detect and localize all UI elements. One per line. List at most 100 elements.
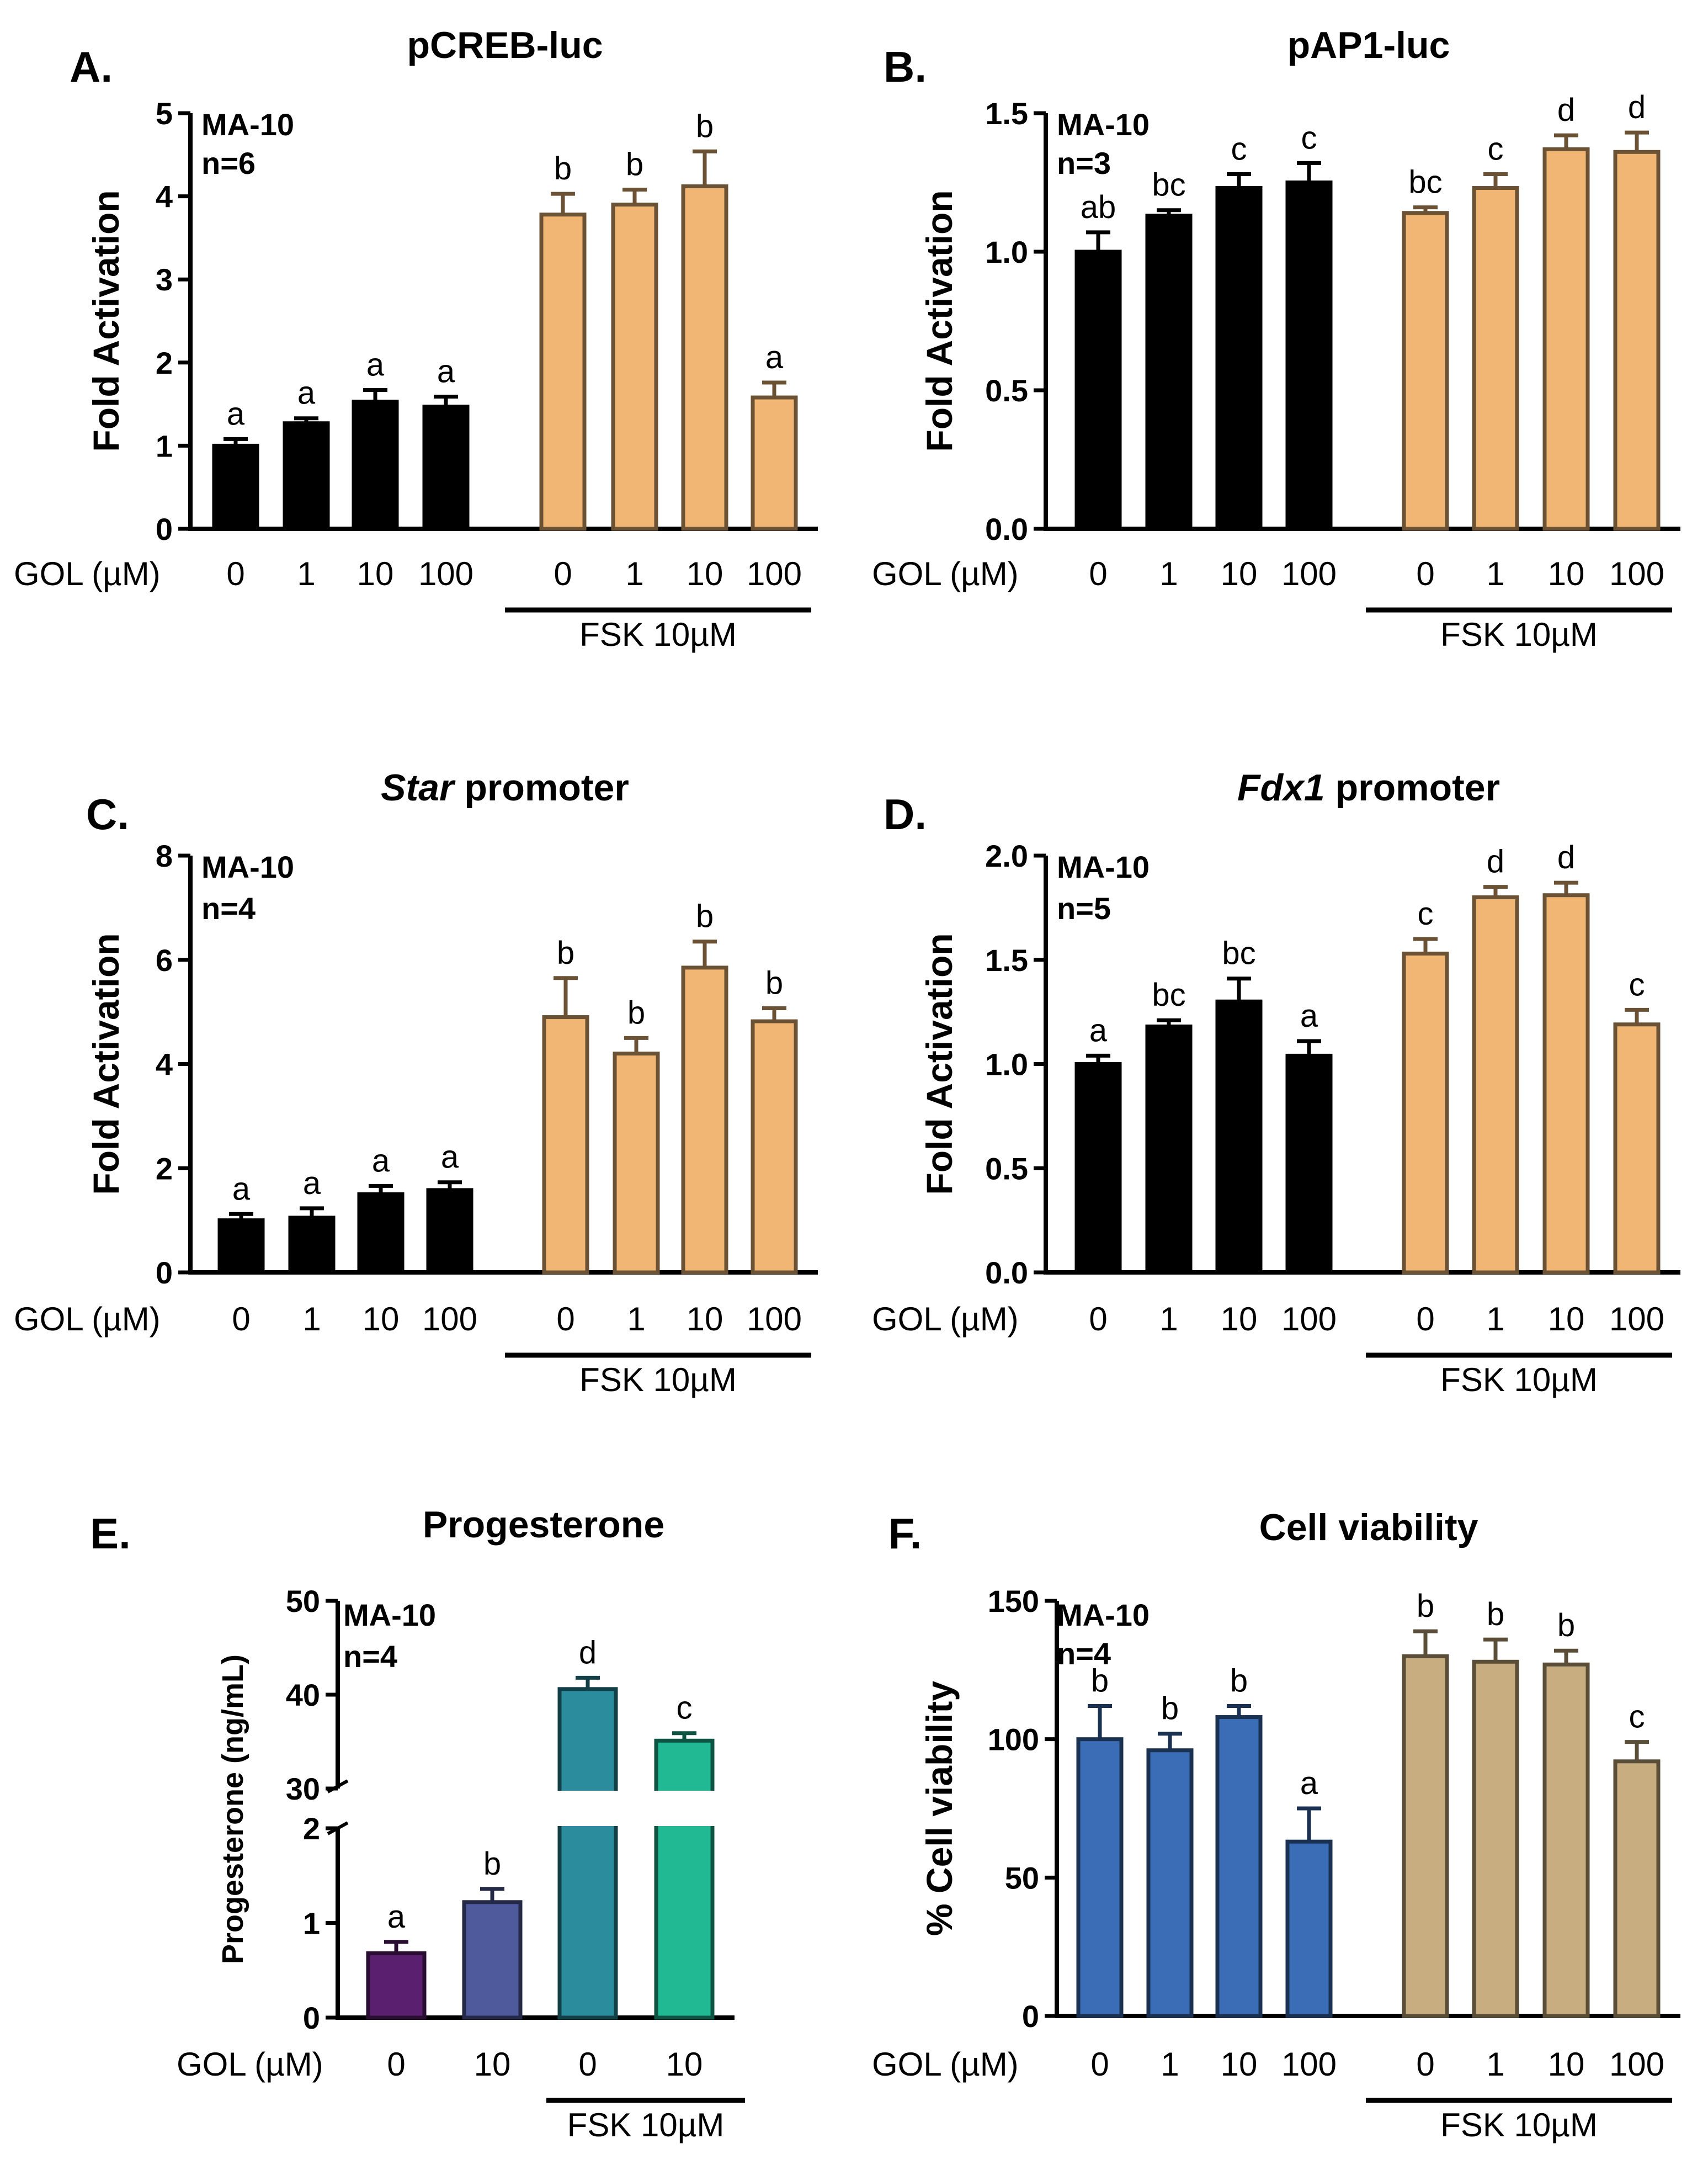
x-tick-label: 0 xyxy=(226,555,244,592)
bar xyxy=(1285,181,1333,531)
x-tick-label: 100 xyxy=(747,1301,802,1338)
x-tick-label: 10 xyxy=(1548,1301,1585,1338)
bar xyxy=(1542,893,1590,1275)
x-tick-label: 10 xyxy=(687,1301,723,1338)
bar xyxy=(1542,1662,1590,2018)
axis-break-gap xyxy=(349,1791,752,1826)
chart-panel-5: E. Progesterone Progesterone (ng/mL) 0 1 2 30 4… xyxy=(90,1504,752,2143)
significance-letter: a xyxy=(232,1171,251,1207)
significance-letter: b xyxy=(1417,1588,1434,1624)
bar xyxy=(751,395,798,531)
bar xyxy=(283,421,330,531)
x-tick-label: 1 xyxy=(625,555,643,592)
significance-letter: a xyxy=(1089,1012,1108,1048)
chart-title-italic: Star xyxy=(381,767,456,809)
bar xyxy=(352,400,399,531)
significance-letter: c xyxy=(1629,967,1645,1002)
bar xyxy=(426,1188,473,1275)
cell-line-label: MA-10 xyxy=(343,1598,436,1632)
significance-letter: b xyxy=(765,965,783,1001)
y-axis-label: % Cell viability xyxy=(919,1681,960,1936)
bar xyxy=(1215,186,1263,531)
x-axis-label: GOL (µM) xyxy=(872,2046,1019,2083)
bar xyxy=(357,1192,405,1275)
group-label: FSK 10µM xyxy=(579,616,737,653)
significance-letter: a xyxy=(227,396,245,432)
x-axis-label: GOL (µM) xyxy=(14,1301,161,1338)
panel-letter: E. xyxy=(90,1509,131,1558)
y-tick-label: 30 xyxy=(286,1771,320,1806)
significance-letter: a xyxy=(437,354,455,390)
significance-letter: bc xyxy=(1408,165,1442,200)
y-tick-label: 1.0 xyxy=(985,1047,1028,1082)
x-tick-label: 10 xyxy=(1221,555,1258,592)
bar xyxy=(1076,1737,1124,2018)
x-tick-label: 10 xyxy=(1221,1301,1258,1338)
y-tick-label: 0 xyxy=(156,1255,173,1290)
significance-letter: b xyxy=(483,1846,501,1882)
x-tick-label: 10 xyxy=(357,555,394,592)
y-tick-label: 0.0 xyxy=(985,512,1028,546)
y-axis-label: Fold Activation xyxy=(919,190,960,452)
bar xyxy=(1613,150,1661,531)
x-tick-label: 100 xyxy=(1609,1301,1664,1338)
bar xyxy=(366,1951,427,2020)
y-tick-label: 50 xyxy=(286,1584,320,1619)
significance-letter: b xyxy=(696,108,714,144)
y-tick-label: 3 xyxy=(156,262,173,297)
chart-title: Progesterone xyxy=(423,1504,664,1546)
y-tick-label: 0.5 xyxy=(985,1151,1028,1186)
x-tick-label: 100 xyxy=(418,555,473,592)
x-tick-label: 10 xyxy=(363,1301,400,1338)
significance-letter: d xyxy=(1628,89,1646,125)
chart-title-rest: promoter xyxy=(1325,767,1500,809)
y-tick-label: 0 xyxy=(156,512,173,546)
significance-letter: bc xyxy=(1152,167,1185,203)
bar xyxy=(1146,1748,1194,2018)
bar xyxy=(1285,1839,1333,2018)
x-axis-label: GOL (µM) xyxy=(14,555,161,592)
bar xyxy=(1472,895,1519,1275)
sample-size-label: n=5 xyxy=(1057,891,1111,926)
y-axis-label: Progesterone (ng/mL) xyxy=(216,1654,249,1964)
x-tick-label: 1 xyxy=(1486,1301,1504,1338)
significance-letter: b xyxy=(627,995,645,1031)
x-tick-label: 10 xyxy=(687,555,723,592)
bar xyxy=(1145,1025,1193,1275)
y-tick-label: 1 xyxy=(303,1906,320,1941)
sample-size-label: n=4 xyxy=(1057,1636,1111,1671)
significance-letter: c xyxy=(1629,1699,1645,1735)
x-tick-label: 10 xyxy=(474,2046,511,2083)
bar xyxy=(462,1900,523,2020)
y-tick-label: 1 xyxy=(156,428,173,463)
bar xyxy=(1613,1022,1661,1275)
bar xyxy=(681,184,728,531)
chart-panel-3: C. Star promoter Fold Activation 0 2 4 6 8 a 0 a 1 a… xyxy=(14,767,818,1398)
cell-line-label: MA-10 xyxy=(201,107,294,142)
x-tick-label: 1 xyxy=(627,1301,645,1338)
significance-letter: a xyxy=(303,1165,321,1201)
bar xyxy=(1402,951,1449,1275)
panel-letter: F. xyxy=(888,1509,922,1558)
significance-letter: b xyxy=(1230,1663,1248,1699)
group-label: FSK 10µM xyxy=(1440,616,1598,653)
bar xyxy=(1145,214,1193,531)
cell-line-label: MA-10 xyxy=(1057,850,1150,884)
panel-letter: D. xyxy=(884,790,927,839)
significance-letter: b xyxy=(1487,1596,1504,1632)
y-tick-label: 2.0 xyxy=(985,839,1028,873)
cell-line-label: MA-10 xyxy=(1057,107,1150,142)
y-axis-label: Fold Activation xyxy=(919,933,960,1195)
significance-letter: c xyxy=(677,1690,693,1726)
bar xyxy=(1215,1715,1263,2018)
x-tick-label: 0 xyxy=(1089,555,1107,592)
significance-letter: a xyxy=(297,375,316,411)
significance-letter: b xyxy=(554,151,572,187)
significance-letter: d xyxy=(1487,844,1504,880)
bar xyxy=(613,1052,660,1275)
significance-letter: c xyxy=(1301,120,1317,156)
x-tick-label: 0 xyxy=(1416,555,1434,592)
bar xyxy=(1215,999,1263,1275)
x-tick-label: 0 xyxy=(1416,2046,1434,2083)
x-tick-label: 1 xyxy=(302,1301,321,1338)
